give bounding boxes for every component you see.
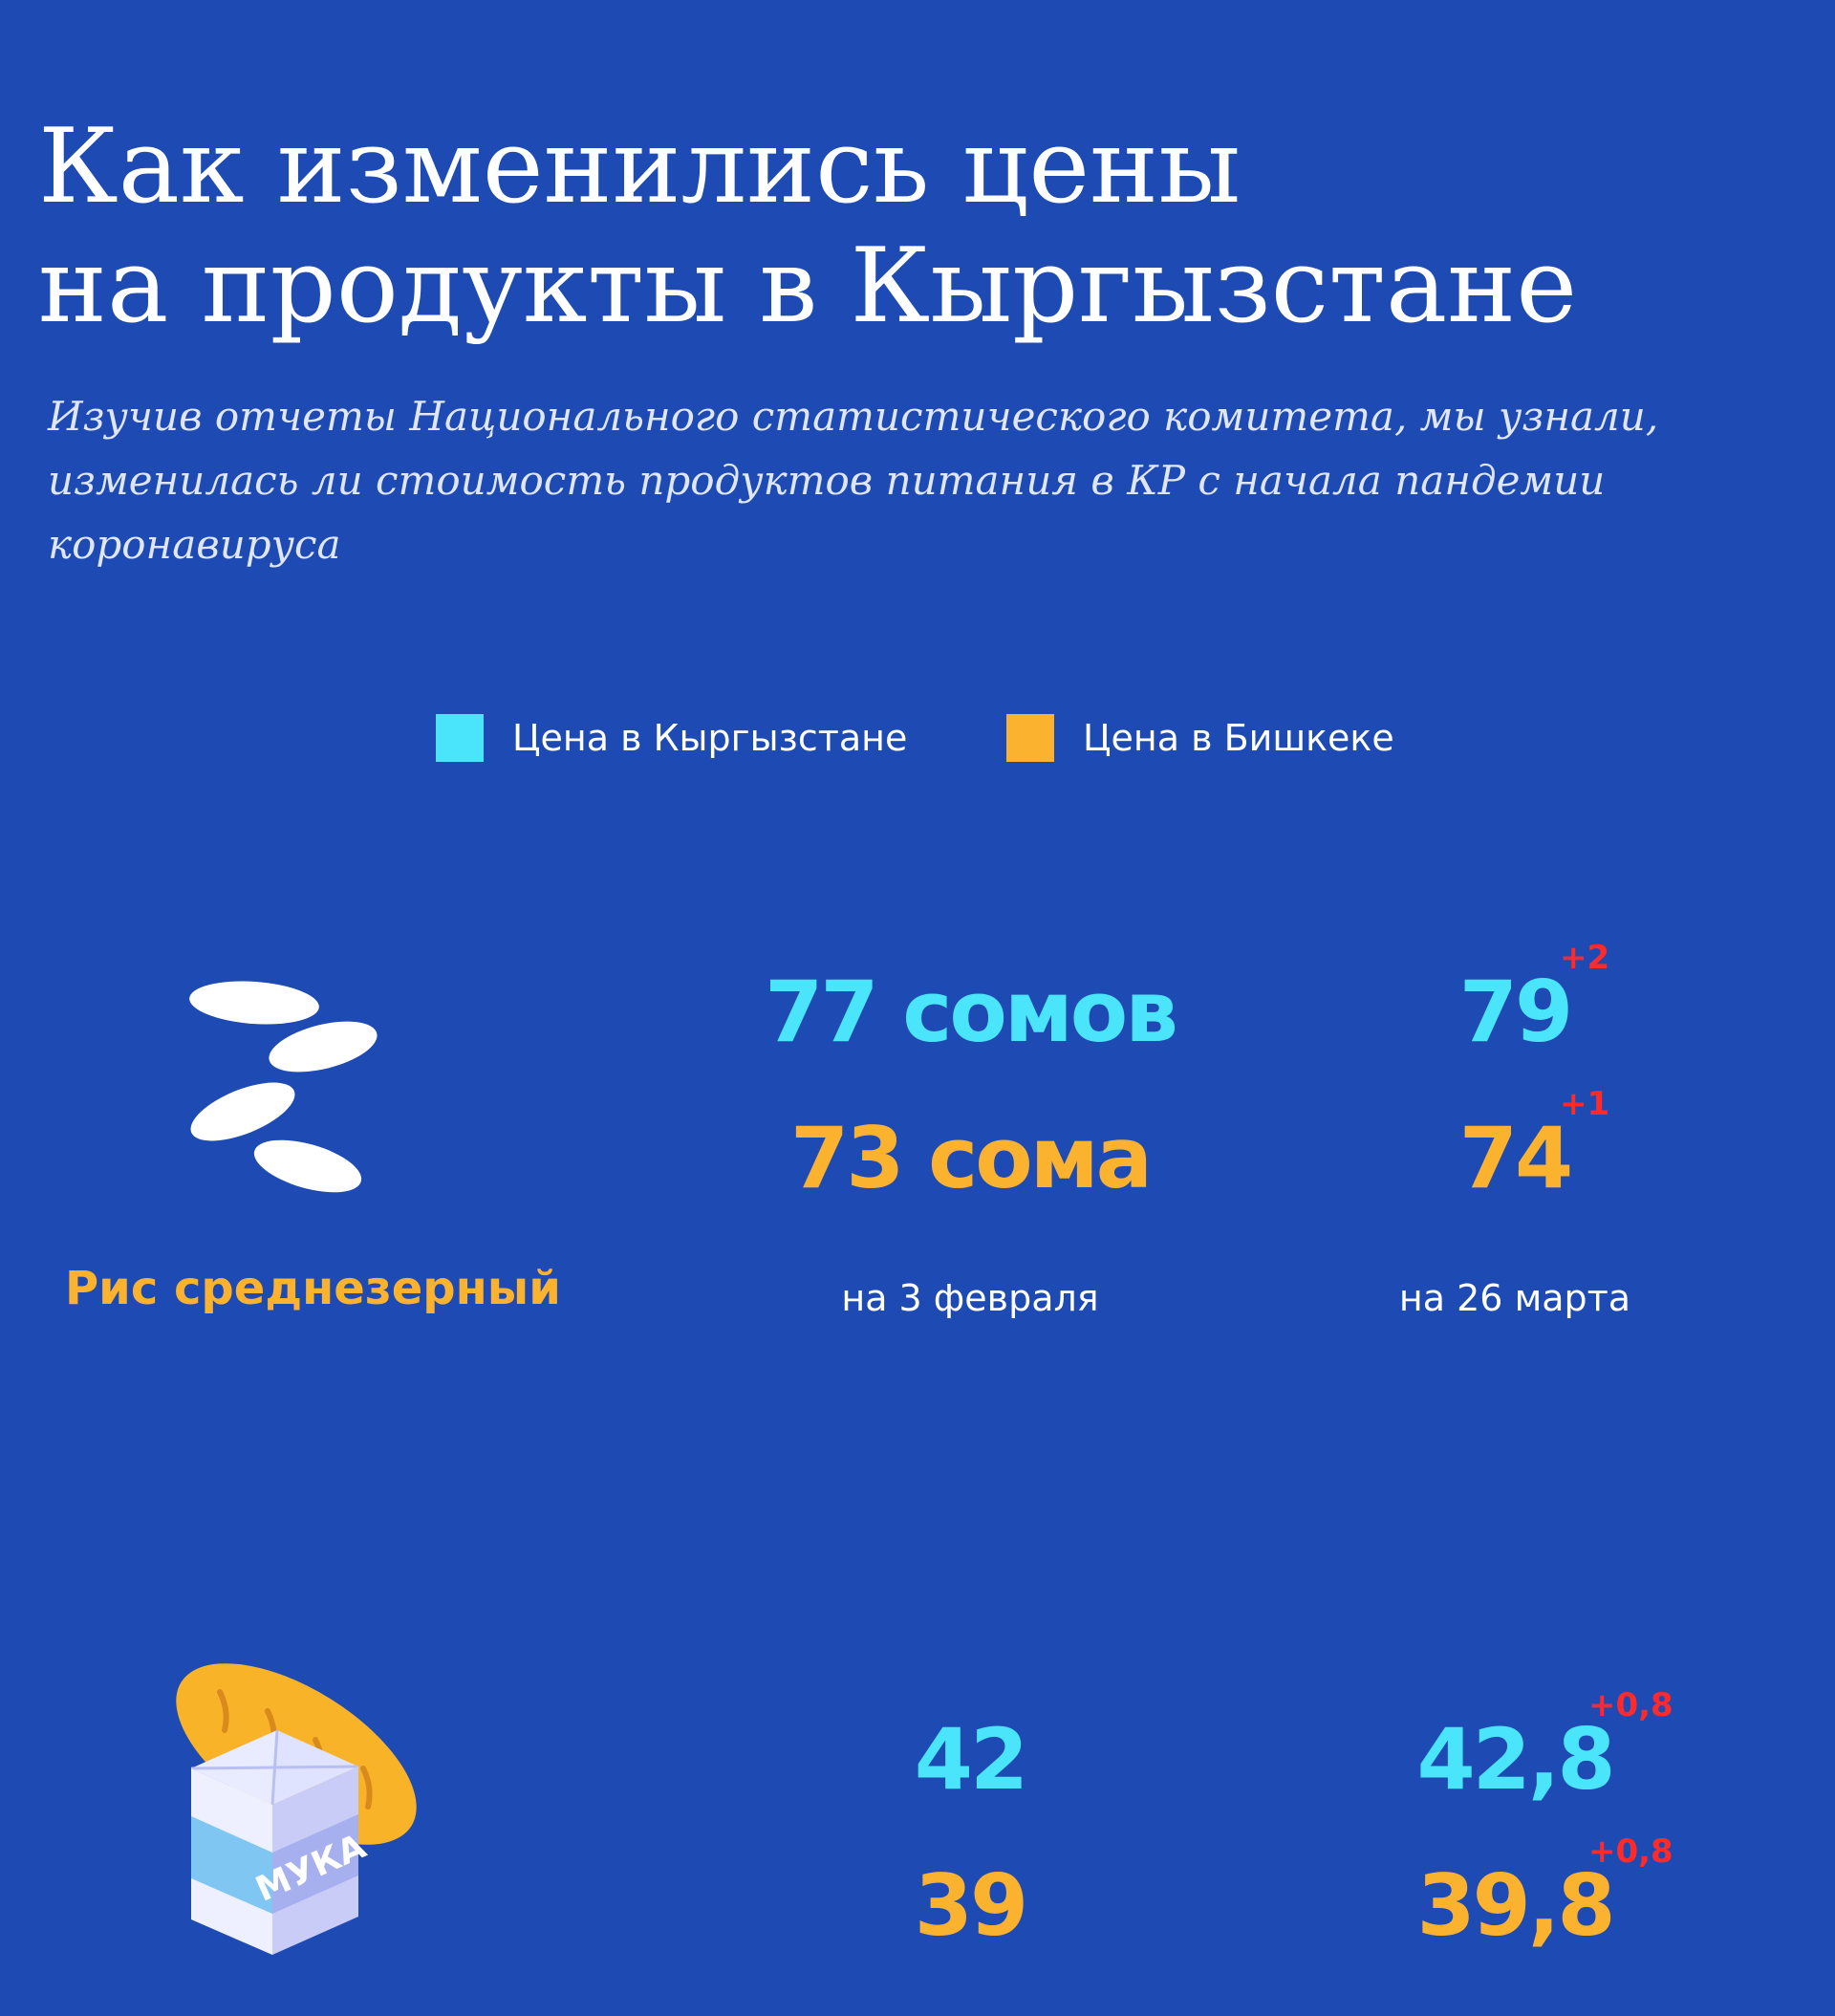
legend-swatch-bishkek bbox=[1006, 714, 1054, 762]
page-title: Как изменились цены на продукты в Кыргыз… bbox=[38, 107, 1577, 346]
page-subtitle: Изучив отчеты Национального статистическ… bbox=[48, 384, 1787, 576]
flour-price-bishkek-after: 39,8 bbox=[1416, 1856, 1615, 1955]
subtitle-line-2: изменилась ли стоимость продуктов питани… bbox=[48, 457, 1606, 504]
rice-price-kyrgyzstan-before: 77 сомов bbox=[765, 963, 1178, 1061]
product-name-rice: Рис среднезерный bbox=[65, 1262, 561, 1315]
rice-date-before: на 3 февраля bbox=[841, 1277, 1099, 1319]
rice-delta-kyrgyzstan: +2 bbox=[1560, 939, 1610, 977]
rice-price-bishkek-before: 73 сома bbox=[789, 1109, 1153, 1207]
page-title-line-2: на продукты в Кыргызстане bbox=[38, 227, 1578, 346]
legend-item-bishkek: Цена в Бишкеке bbox=[1006, 713, 1394, 763]
rice-date-after: на 26 марта bbox=[1398, 1277, 1631, 1319]
subtitle-line-1: Изучив отчеты Национального статистическ… bbox=[48, 393, 1659, 440]
rice-price-kyrgyzstan-after: 79 bbox=[1458, 963, 1573, 1061]
subtitle-line-3: коронавируса bbox=[48, 521, 341, 568]
legend-swatch-kyrgyzstan bbox=[436, 714, 484, 762]
flour-delta-kyrgyzstan: +0,8 bbox=[1588, 1686, 1673, 1724]
flour-delta-bishkek: +0,8 bbox=[1588, 1832, 1673, 1871]
rice-grains-icon bbox=[189, 981, 378, 1193]
rice-price-bishkek-after: 74 bbox=[1458, 1109, 1573, 1207]
legend-label-kyrgyzstan: Цена в Кыргызстане bbox=[512, 717, 908, 759]
flour-price-kyrgyzstan-after: 42,8 bbox=[1416, 1710, 1615, 1809]
flour-price-kyrgyzstan-before: 42 bbox=[914, 1710, 1028, 1809]
legend-label-bishkek: Цена в Бишкеке bbox=[1083, 717, 1394, 759]
rice-delta-bishkek: +1 bbox=[1560, 1085, 1610, 1123]
legend-item-kyrgyzstan: Цена в Кыргызстане bbox=[436, 713, 907, 763]
flour-bag-bread-icon: МУКА bbox=[176, 1663, 417, 1955]
page-title-line-1: Как изменились цены bbox=[38, 107, 1241, 227]
flour-price-bishkek-before: 39 bbox=[914, 1856, 1028, 1955]
